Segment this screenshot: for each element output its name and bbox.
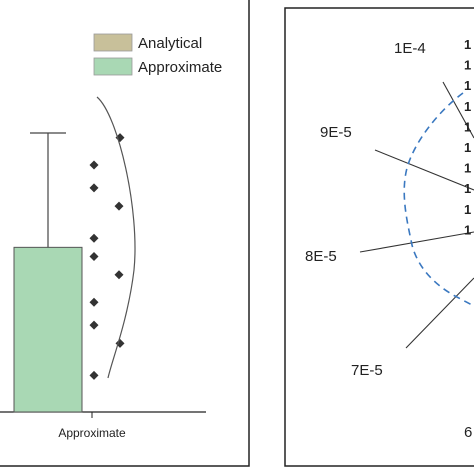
radial-spoke-3 (359, 231, 474, 253)
bold-tick-label: 1 (464, 99, 471, 114)
bar-approximate (13, 246, 83, 413)
scatter-point (89, 297, 99, 307)
scatter-point (114, 270, 124, 280)
scatter-point (89, 160, 99, 170)
left-chart-panel: Approximate Analytical Approximate (0, 0, 250, 467)
radial-label-7e-5: 7E-5 (351, 362, 383, 379)
scatter-point (89, 370, 99, 380)
legend-swatch-analytical (93, 33, 133, 52)
bold-tick-label: 1 (464, 140, 471, 155)
bold-tick-label: 1 (464, 119, 471, 134)
radial-spoke-4 (405, 277, 474, 349)
x-tick-label: Approximate (58, 426, 126, 440)
radial-spoke-2 (374, 149, 474, 191)
legend-label-analytical: Analytical (138, 35, 202, 52)
scatter-point (89, 251, 99, 261)
scatter-point (89, 233, 99, 243)
dashed-series-line (403, 92, 474, 307)
bold-tick-label: 1 (464, 222, 471, 237)
bold-tick-label: 1 (464, 202, 471, 217)
scatter-point (89, 183, 99, 193)
legend-swatch-approximate (93, 57, 133, 76)
scatter-point (114, 201, 124, 211)
scatter-point (89, 320, 99, 330)
bold-tick-label: 1 (464, 78, 471, 93)
radial-label-1e-4: 1E-4 (394, 40, 426, 57)
legend: Analytical Approximate (93, 33, 222, 76)
radial-labels-layer: 1E-4 9E-5 8E-5 7E-5 6 (305, 40, 472, 441)
bold-labels-layer: 1 1 1 1 1 1 1 1 1 1 (464, 37, 471, 237)
bold-tick-label: 1 (464, 37, 471, 52)
left-plot-frame (0, 0, 250, 467)
scatter-layer (89, 133, 125, 380)
right-chart-panel: 1E-4 9E-5 8E-5 7E-5 6 1 1 1 1 1 1 1 1 1 1 (284, 7, 474, 467)
density-curve (96, 96, 136, 379)
bold-tick-label: 1 (464, 161, 471, 176)
error-bar-layer (30, 132, 66, 248)
radial-spoke-1 (442, 81, 474, 139)
bars-layer (13, 246, 83, 413)
radial-label-9e-5: 9E-5 (320, 124, 352, 141)
right-plot-frame (284, 7, 474, 467)
radial-label-8e-5: 8E-5 (305, 248, 337, 265)
legend-label-approximate: Approximate (138, 59, 222, 76)
bold-tick-label: 1 (464, 58, 471, 73)
radial-label-6: 6 (464, 424, 472, 441)
bold-tick-label: 1 (464, 181, 471, 196)
